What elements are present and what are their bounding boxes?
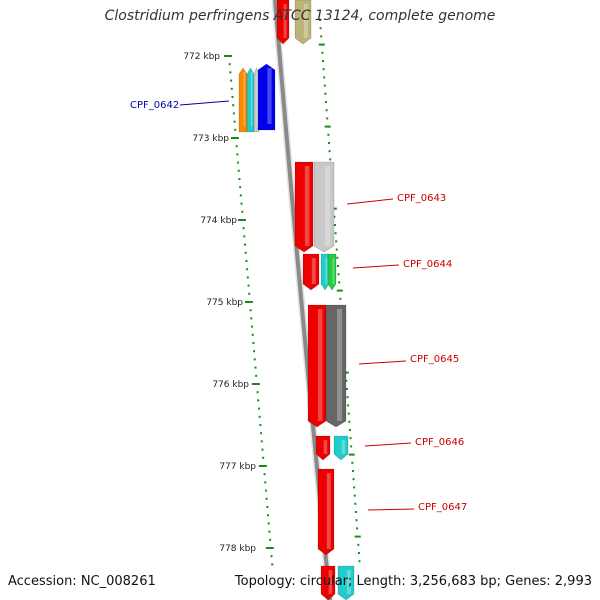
gene-arrow-cpf0647-red[interactable] xyxy=(317,468,335,556)
gene-arrow-cpf0644-green-highlight xyxy=(332,258,335,284)
gene-arrow-top-red-highlight xyxy=(283,4,287,38)
gene-arrow-cpf0644-cyan-highlight xyxy=(325,258,328,284)
gene-arrow-bottom-cyan-body xyxy=(337,565,355,600)
gene-label-cpf_0642[interactable]: CPF_0642 xyxy=(130,100,179,111)
accession-text: Accession: NC_008261 xyxy=(8,574,156,589)
gene-arrow-top-red[interactable] xyxy=(276,0,290,45)
gene-label-leader xyxy=(179,100,230,106)
scale-tick-label: 773 kbp xyxy=(192,134,229,144)
scale-tick-label: 777 kbp xyxy=(219,462,256,472)
gene-arrow-bottom-cyan-highlight xyxy=(346,570,351,594)
gene-arrow-cpf0647-red-highlight xyxy=(326,473,331,549)
gene-arrow-cpf0642-cyan-body xyxy=(246,67,255,133)
gene-arrow-cpf0645-red[interactable] xyxy=(307,304,327,428)
gene-label-cpf_0647[interactable]: CPF_0647 xyxy=(418,502,467,513)
genome-summary-text: Topology: circular; Length: 3,256,683 bp… xyxy=(234,574,592,589)
gene-label-leader xyxy=(352,264,400,269)
gene-arrow-cpf0646-red-highlight xyxy=(323,440,328,454)
gene-arrow-cpf0646-cyan[interactable] xyxy=(333,435,349,461)
gene-arrow-bottom-red[interactable] xyxy=(320,565,336,600)
gene-arrow-cpf0644-cyan-body xyxy=(320,253,330,291)
gene-arrow-cpf0642-blue[interactable] xyxy=(257,63,276,131)
gene-arrow-cpf0645-red-highlight xyxy=(317,309,323,421)
gene-arrow-cpf0645-gray-body xyxy=(325,304,347,428)
gene-arrow-bottom-red-body xyxy=(320,565,336,600)
gene-label-cpf_0645[interactable]: CPF_0645 xyxy=(410,354,459,365)
gene-arrow-cpf0642-orange-body xyxy=(238,67,248,133)
gene-arrow-cpf0644-green[interactable] xyxy=(327,253,337,291)
gene-label-cpf_0643[interactable]: CPF_0643 xyxy=(397,193,446,204)
gene-arrow-cpf0647-red-body xyxy=(317,468,335,556)
gene-label-leader xyxy=(364,442,412,447)
gene-arrow-cpf0643-gray-body xyxy=(313,161,335,253)
scale-tick-label: 774 kbp xyxy=(200,216,237,226)
scale-tick-label: 772 kbp xyxy=(183,52,220,62)
genome-title: Clostridium perfringens ATCC 13124, comp… xyxy=(104,8,496,24)
gene-arrow-cpf0643-gray[interactable] xyxy=(313,161,335,253)
scale-tick-label: 778 kbp xyxy=(219,544,256,554)
gene-arrow-cpf0642-cyan[interactable] xyxy=(246,67,255,133)
gene-arrow-cpf0646-cyan-highlight xyxy=(341,440,346,454)
gene-arrow-cpf0645-gray-highlight xyxy=(337,309,342,421)
gene-arrow-cpf0644-red-body xyxy=(302,253,320,291)
gene-arrow-cpf0646-red[interactable] xyxy=(315,435,331,461)
gene-arrow-cpf0643-red[interactable] xyxy=(294,161,314,253)
gene-arrow-cpf0642-blue-body xyxy=(257,63,276,131)
gene-arrow-cpf0646-red-body xyxy=(315,435,331,461)
gene-arrow-cpf0642-cyan-highlight xyxy=(250,72,253,126)
scale-tick-label: 775 kbp xyxy=(206,298,243,308)
gene-label-leader xyxy=(367,508,415,511)
gene-arrow-cpf0642-white-highlight xyxy=(256,72,258,126)
gene-label-leader xyxy=(358,360,407,365)
gene-arrow-cpf0643-red-body xyxy=(294,161,314,253)
gene-arrow-bottom-red-highlight xyxy=(328,570,333,594)
gene-arrow-bottom-cyan[interactable] xyxy=(337,565,355,600)
scale-tick-label: 776 kbp xyxy=(212,380,249,390)
gene-arrow-cpf0642-orange-highlight xyxy=(243,72,246,126)
gene-label-cpf_0644[interactable]: CPF_0644 xyxy=(403,259,452,270)
gene-arrow-top-red-body xyxy=(276,0,290,45)
gene-arrow-cpf0644-cyan[interactable] xyxy=(320,253,330,291)
gene-arrow-top-olive[interactable] xyxy=(294,0,312,45)
gene-arrow-cpf0642-blue-highlight xyxy=(267,68,272,124)
gene-arrow-cpf0644-red[interactable] xyxy=(302,253,320,291)
gene-label-cpf_0646[interactable]: CPF_0646 xyxy=(415,437,464,448)
gene-arrow-cpf0643-gray-highlight xyxy=(325,166,330,246)
gene-arrow-cpf0645-gray[interactable] xyxy=(325,304,347,428)
gene-arrow-cpf0646-cyan-body xyxy=(333,435,349,461)
gene-arrow-cpf0644-red-highlight xyxy=(311,258,316,284)
gene-arrow-cpf0642-orange[interactable] xyxy=(238,67,248,133)
gene-arrow-cpf0643-red-highlight xyxy=(304,166,310,246)
gene-arrow-top-olive-body xyxy=(294,0,312,45)
gene-arrow-cpf0644-green-body xyxy=(327,253,337,291)
gene-arrow-top-olive-highlight xyxy=(303,4,308,38)
gene-arrow-cpf0645-red-body xyxy=(307,304,327,428)
gene-label-leader xyxy=(346,198,394,205)
